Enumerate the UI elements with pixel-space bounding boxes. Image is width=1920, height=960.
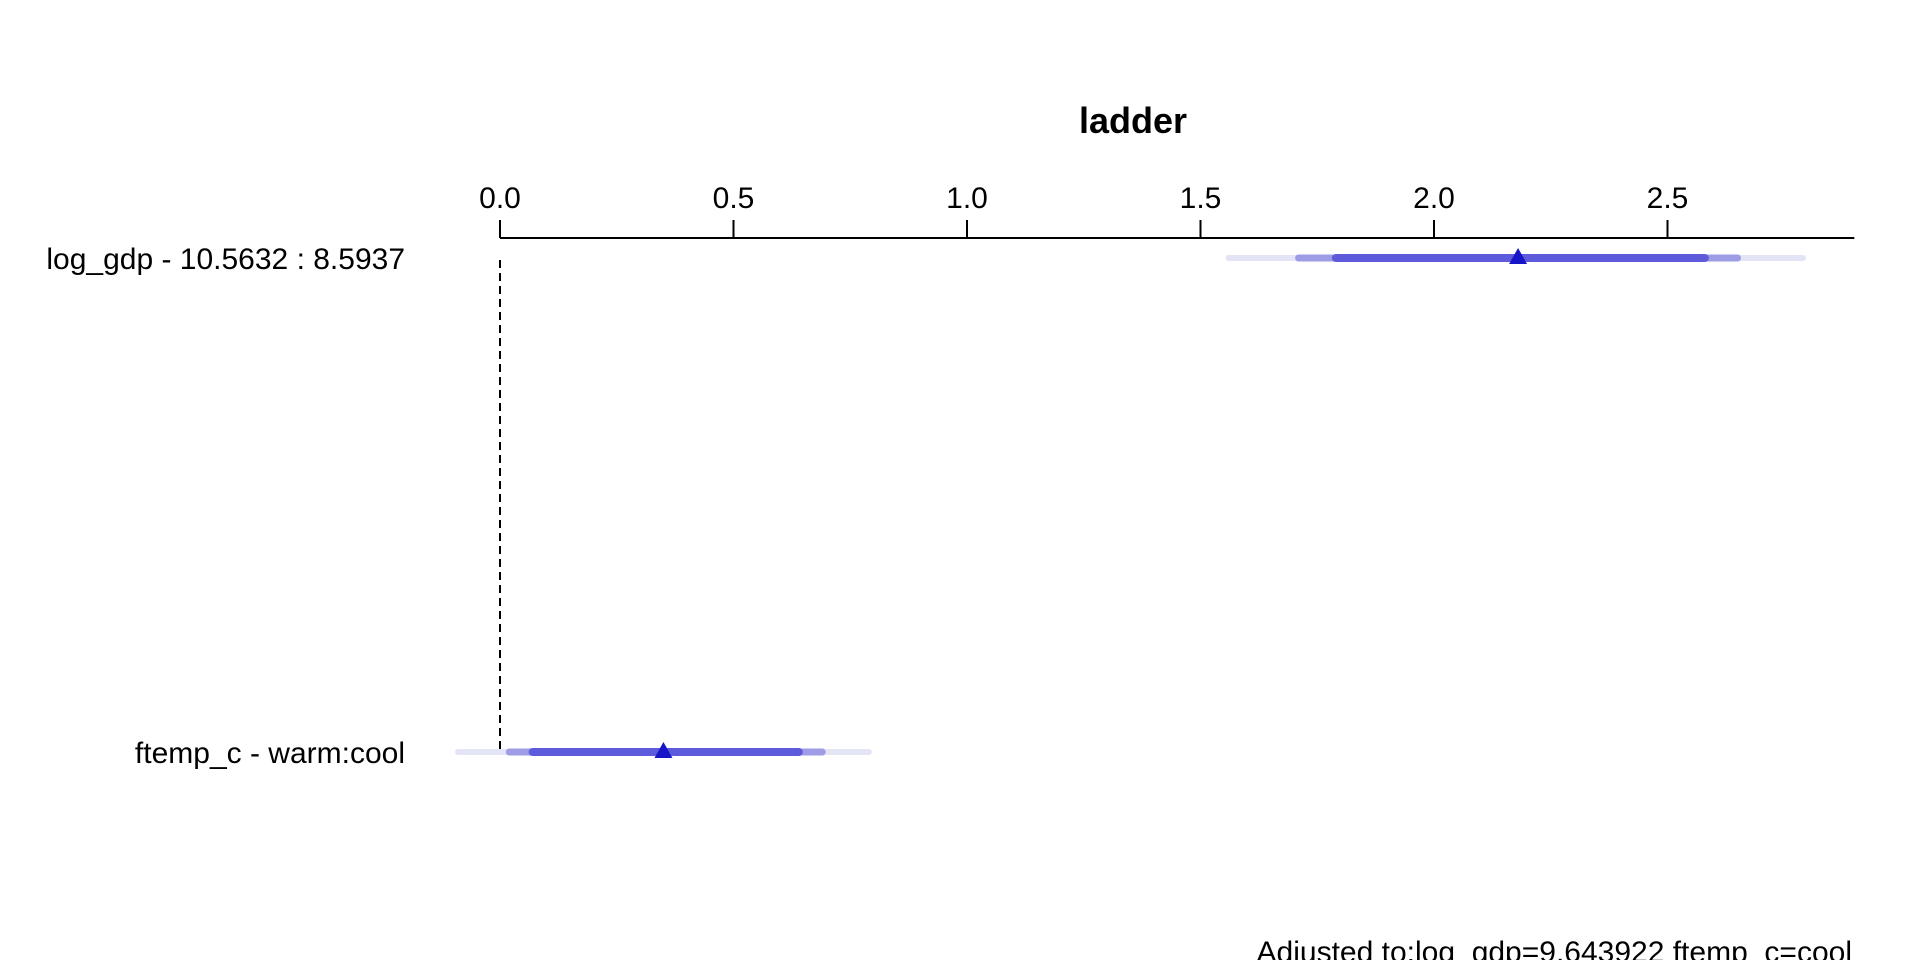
x-tick-label: 2.0 bbox=[1413, 182, 1455, 215]
interval-row: ftemp_c - warm:cool bbox=[135, 737, 872, 770]
interval-row: log_gdp - 10.5632 : 8.5937 bbox=[46, 243, 1806, 276]
x-tick-label: 1.0 bbox=[946, 182, 988, 215]
adjusted-to-footnote: Adjusted to:log_gdp=9.643922 ftemp_c=coo… bbox=[1257, 936, 1852, 960]
row-label: ftemp_c - warm:cool bbox=[135, 737, 405, 770]
x-tick-label: 1.5 bbox=[1180, 182, 1222, 215]
x-tick-label: 0.0 bbox=[479, 182, 521, 215]
chart-title: ladder bbox=[1079, 100, 1187, 141]
interval-rows: log_gdp - 10.5632 : 8.5937 ftemp_c - warm… bbox=[46, 243, 1806, 770]
point-estimate-marker bbox=[654, 742, 673, 758]
x-tick-label: 2.5 bbox=[1647, 182, 1689, 215]
x-axis: 0.0 0.5 1.0 1.5 2.0 2.5 bbox=[479, 182, 1855, 239]
point-estimate-marker bbox=[1509, 248, 1528, 264]
x-tick-label: 0.5 bbox=[713, 182, 755, 215]
row-label: log_gdp - 10.5632 : 8.5937 bbox=[46, 243, 405, 276]
